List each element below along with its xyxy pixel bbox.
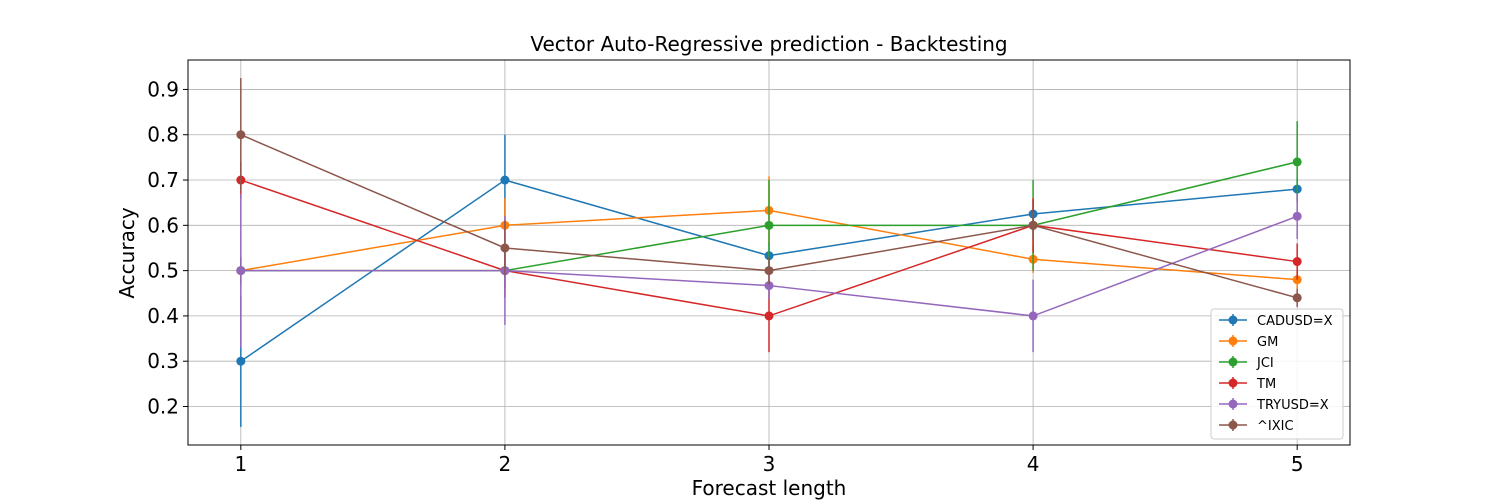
legend-entry: ^IXIC xyxy=(1219,419,1294,434)
legend: CADUSD=X GM JCI TM TRYUSD=X ^IXIC xyxy=(1210,308,1344,440)
data-point xyxy=(1028,220,1038,230)
y-tick-label: 0.2 xyxy=(147,395,179,419)
legend-entry: TRYUSD=X xyxy=(1219,398,1329,413)
data-point xyxy=(500,243,510,253)
legend-marker xyxy=(1228,357,1238,367)
data-point xyxy=(1292,257,1302,267)
y-tick-label: 0.8 xyxy=(147,123,179,147)
series-ixic xyxy=(236,78,1302,307)
data-point xyxy=(1292,293,1302,303)
data-point xyxy=(764,281,774,291)
chart-title: Vector Auto-Regressive prediction - Back… xyxy=(530,32,1007,56)
data-point xyxy=(764,311,774,321)
data-point xyxy=(1028,311,1038,321)
y-tick-label: 0.9 xyxy=(147,77,179,101)
legend-label: CADUSD=X xyxy=(1257,314,1333,329)
legend-marker xyxy=(1228,336,1238,346)
y-tick-label: 0.5 xyxy=(147,259,179,283)
legend-marker xyxy=(1228,378,1238,388)
data-point xyxy=(236,356,246,366)
legend-marker xyxy=(1228,315,1238,325)
legend-entry: JCI xyxy=(1219,356,1274,371)
x-tick-label: 1 xyxy=(234,452,247,476)
legend-entry: TM xyxy=(1219,377,1276,392)
legend-label: TRYUSD=X xyxy=(1256,398,1329,413)
legend-marker xyxy=(1228,420,1238,430)
y-tick-label: 0.7 xyxy=(147,168,179,192)
x-tick-label: 3 xyxy=(763,452,776,476)
legend-entry: CADUSD=X xyxy=(1219,314,1333,329)
legend-entry: GM xyxy=(1219,335,1278,350)
data-point xyxy=(236,266,246,276)
y-tick-label: 0.3 xyxy=(147,349,179,373)
y-tick-label: 0.4 xyxy=(147,304,179,328)
data-point xyxy=(1292,211,1302,221)
x-tick-label: 5 xyxy=(1291,452,1304,476)
y-axis-label: Accuracy xyxy=(115,207,139,298)
data-point xyxy=(236,130,246,140)
data-point xyxy=(1292,157,1302,167)
legend-marker xyxy=(1228,399,1238,409)
legend-label: ^IXIC xyxy=(1257,419,1294,434)
legend-label: JCI xyxy=(1256,356,1274,371)
x-tick-label: 4 xyxy=(1027,452,1040,476)
data-point xyxy=(764,266,774,276)
series-tryusd-x xyxy=(236,193,1302,353)
data-point xyxy=(500,175,510,185)
x-tick-label: 2 xyxy=(499,452,512,476)
x-axis-label: Forecast length xyxy=(692,476,847,500)
ticks: 1 2 3 4 5 0.2 0.3 0.4 0.5 0.6 0.7 0.8 0.9 xyxy=(147,77,1303,476)
legend-label: GM xyxy=(1257,335,1278,350)
legend-label: TM xyxy=(1256,377,1276,392)
y-tick-label: 0.6 xyxy=(147,213,179,237)
data-point xyxy=(764,220,774,230)
series-layer xyxy=(236,78,1302,427)
